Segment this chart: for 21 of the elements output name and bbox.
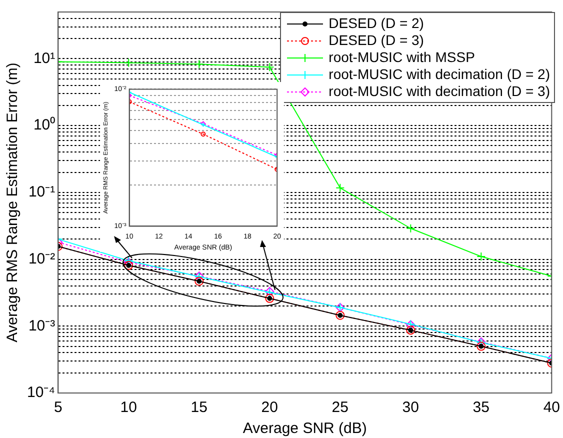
x-axis-title: Average SNR (dB) [242,420,367,438]
y-tick-label: 10¹ [33,50,56,67]
x-tick-label: 25 [332,399,348,416]
y-axis-title: Average RMS Range Estimation Error (m) [4,62,22,342]
y-tick-label: 10⁻⁴ [26,384,56,402]
legend-label: root-MUSIC with decimation (D = 3) [328,83,550,100]
x-tick-label: 35 [472,399,490,416]
x-tick-label: 30 [402,399,419,416]
x-tick-label: 20 [261,399,278,416]
legend-label: DESED (D = 3) [328,32,424,49]
x-tick-label: 5 [54,399,62,416]
legend-label: DESED (D = 2) [328,15,424,32]
legend-label: root-MUSIC with MSSP [328,49,475,66]
y-tick-label: 10⁻³ [28,317,56,334]
x-tick-label: 15 [190,399,208,416]
legend-label: root-MUSIC with decimation (D = 2) [328,66,550,83]
y-tick-label: 10⁰ [33,116,56,134]
x-tick-label: 40 [543,399,560,416]
y-tick-label: 10⁻² [28,250,56,268]
x-tick-label: 10 [120,399,137,416]
y-tick-label: 10⁻¹ [28,184,56,201]
